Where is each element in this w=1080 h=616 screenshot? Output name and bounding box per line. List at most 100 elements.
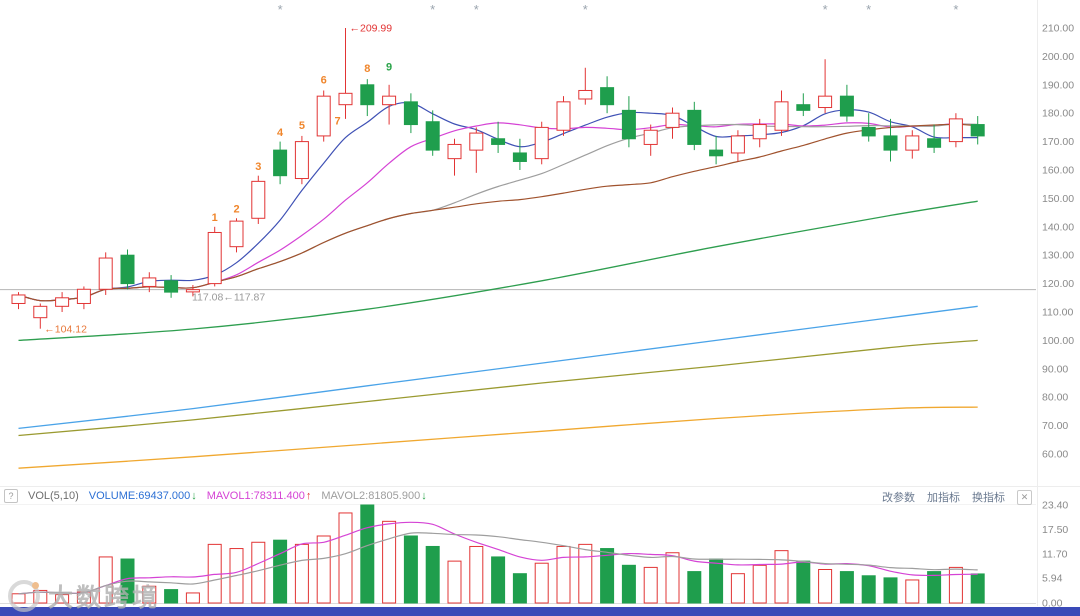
candle <box>512 152 527 162</box>
candle <box>425 121 440 151</box>
volume-bar <box>796 560 811 604</box>
event-asterisk-icon: * <box>583 2 588 17</box>
candle <box>621 109 636 140</box>
candle <box>185 289 200 293</box>
candle <box>469 132 484 151</box>
price-tick-label: 90.00 <box>1042 363 1068 375</box>
candle <box>382 95 397 106</box>
mavol2-value-text: MAVOL2:81805.900 <box>321 489 421 502</box>
watermark-text: 大数跨境 <box>48 584 161 612</box>
close-icon[interactable]: ✕ <box>1017 489 1032 505</box>
candle <box>665 112 680 128</box>
count-marker-4: 4 <box>277 127 284 139</box>
candle <box>534 126 549 160</box>
event-asterisk-icon: * <box>953 2 958 17</box>
count-marker-1: 1 <box>212 212 218 224</box>
volume-bar <box>578 543 593 604</box>
volume-bar <box>142 585 157 604</box>
volume-bar <box>338 512 353 604</box>
price-tick-label: 170.00 <box>1042 136 1074 148</box>
event-asterisk-icon: * <box>278 2 283 17</box>
count-marker-6: 6 <box>321 74 327 86</box>
candle <box>251 180 266 219</box>
candle <box>142 277 157 287</box>
price-tick-label: 210.00 <box>1042 23 1074 35</box>
candle <box>164 280 179 293</box>
candle <box>316 95 331 137</box>
volume-ma-lines <box>18 521 978 595</box>
count-marker-3: 3 <box>255 161 261 173</box>
volume-bar <box>534 562 549 604</box>
volume-bar <box>774 550 789 604</box>
candle <box>600 87 615 106</box>
candle <box>360 84 375 106</box>
price-tick-label: 130.00 <box>1042 250 1074 262</box>
volume-bar <box>948 566 963 604</box>
add-indicator-button[interactable]: 加指标 <box>927 492 960 504</box>
volume-legend-row: ? VOL(5,10) VOLUME:69437.000 ↓ MAVOL1:783… <box>0 487 904 504</box>
volume-bar <box>818 568 833 604</box>
price-reference-line: 117.08←117.87 <box>0 289 1036 304</box>
volume-bar <box>447 560 462 604</box>
candle <box>447 143 462 160</box>
candle <box>709 149 724 157</box>
candle <box>403 101 418 126</box>
change-params-button[interactable]: 改参数 <box>882 492 915 504</box>
price-axis: 210.00 200.00 190.00 180.00 170.00 160.00 150.… <box>1042 23 1074 461</box>
price-tick-label: 110.00 <box>1042 307 1073 319</box>
volume-bar <box>752 564 767 604</box>
volume-bar <box>360 504 375 604</box>
candle <box>643 129 658 145</box>
volume-bar <box>643 566 658 604</box>
volume-bar <box>621 564 636 604</box>
event-asterisk-icon: * <box>823 2 828 17</box>
volume-value-text: VOLUME:69437.000 <box>88 489 191 502</box>
candles-layer <box>11 28 985 329</box>
volume-bar <box>883 577 898 604</box>
candle <box>687 109 702 145</box>
volume-bar <box>905 579 920 604</box>
candle <box>839 95 854 117</box>
volume-bars-layer <box>11 504 985 604</box>
event-markers: * * * * * * * <box>278 2 959 17</box>
count-markers: 1 2 3 4 5 6 7 8 9 <box>212 62 393 225</box>
volume-bar <box>273 539 288 604</box>
volume-bar <box>164 589 179 604</box>
price-line-label: 117.08←117.87 <box>192 292 265 304</box>
candle <box>11 294 26 304</box>
count-marker-2: 2 <box>233 204 239 216</box>
count-marker-5: 5 <box>299 120 305 132</box>
price-tick-label: 190.00 <box>1042 79 1074 91</box>
volume-bar <box>556 545 571 604</box>
volume-bar <box>730 573 745 604</box>
candle <box>905 135 920 151</box>
volume-indicator-label: VOL(5,10) <box>28 489 79 502</box>
mavol2-arrow-down-icon: ↓ <box>421 489 427 502</box>
event-asterisk-icon: * <box>866 2 871 17</box>
volume-bar <box>970 573 985 604</box>
volume-bar <box>55 594 70 604</box>
volume-bar <box>839 571 854 604</box>
long-ma-lightblue <box>18 305 978 430</box>
volume-bar <box>665 552 680 604</box>
volume-bar <box>600 548 615 604</box>
volume-bar <box>687 571 702 604</box>
help-icon[interactable]: ? <box>4 488 18 503</box>
candle <box>98 257 113 290</box>
price-tick-label: 180.00 <box>1042 108 1074 120</box>
price-tick-label: 160.00 <box>1042 165 1074 177</box>
volume-bar <box>382 520 397 604</box>
candle <box>294 141 309 180</box>
volume-bar <box>927 571 942 604</box>
mavol1-value: MAVOL1:78311.400 ↑ <box>207 490 312 502</box>
volume-bar <box>709 558 724 604</box>
count-marker-9: 9 <box>386 62 392 74</box>
candle <box>730 135 745 154</box>
switch-indicator-button[interactable]: 换指标 <box>972 492 1005 504</box>
volume-tick-label: 23.40 <box>1042 500 1068 512</box>
candle <box>752 124 767 140</box>
candle <box>229 220 244 248</box>
